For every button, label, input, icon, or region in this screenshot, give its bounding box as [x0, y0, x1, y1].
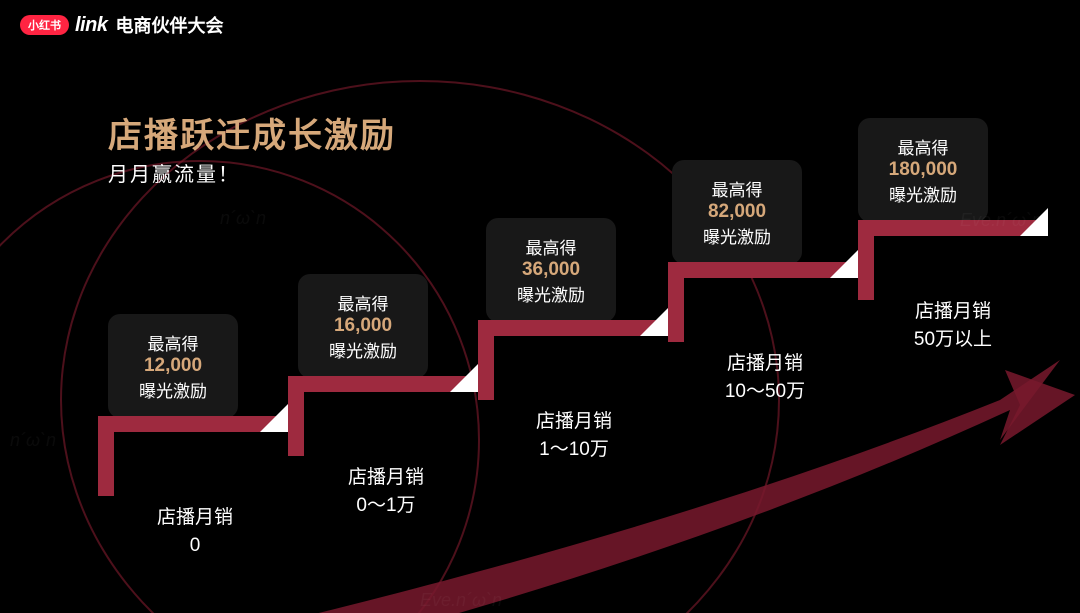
tier-line2: 0～1万	[326, 492, 446, 520]
reward-card-value: 180,000	[878, 159, 968, 181]
watermark: n´ω`n	[10, 430, 56, 451]
reward-card-line1: 最高得	[692, 176, 782, 201]
tier-line2: 50万以上	[888, 326, 1018, 354]
reward-card-line3: 曝光激励	[506, 281, 596, 306]
tier-line1: 店播月销	[514, 408, 634, 436]
tier-label-4: 店播月销50万以上	[888, 298, 1018, 353]
reward-card-line3: 曝光激励	[128, 377, 218, 402]
reward-card-0: 最高得12,000曝光激励	[108, 314, 238, 418]
tier-label-3: 店播月销10～50万	[700, 350, 830, 405]
reward-card-value: 12,000	[128, 355, 218, 377]
reward-card-line1: 最高得	[128, 330, 218, 355]
logo-pill: 小红书	[20, 15, 69, 35]
step-triangle-icon	[260, 404, 288, 432]
step-triangle-icon	[1020, 208, 1048, 236]
step-triangle-icon	[640, 308, 668, 336]
tier-line2: 10～50万	[700, 378, 830, 406]
reward-card-4: 最高得180,000曝光激励	[858, 118, 988, 222]
step-triangle-icon	[830, 250, 858, 278]
step-triangle-icon	[450, 364, 478, 392]
tier-label-0: 店播月销0	[140, 504, 250, 559]
reward-card-line1: 最高得	[506, 234, 596, 259]
reward-card-1: 最高得16,000曝光激励	[298, 274, 428, 378]
reward-card-value: 36,000	[506, 259, 596, 281]
tier-line2: 1～10万	[514, 436, 634, 464]
tier-line1: 店播月销	[888, 298, 1018, 326]
reward-card-line3: 曝光激励	[692, 223, 782, 248]
header-title: 电商伙伴大会	[115, 12, 223, 38]
page-subtitle: 月月赢流量！	[108, 158, 240, 187]
reward-card-value: 82,000	[692, 201, 782, 223]
reward-card-line3: 曝光激励	[318, 337, 408, 362]
reward-card-2: 最高得36,000曝光激励	[486, 218, 616, 322]
tier-line2: 0	[140, 532, 250, 560]
reward-card-line3: 曝光激励	[878, 181, 968, 206]
watermark: Eve.n´ω`n	[420, 590, 502, 611]
reward-card-3: 最高得82,000曝光激励	[672, 160, 802, 264]
reward-card-line1: 最高得	[318, 290, 408, 315]
watermark: n´ω`n	[220, 208, 266, 229]
logo-text: link	[75, 14, 107, 37]
tier-label-2: 店播月销1～10万	[514, 408, 634, 463]
tier-label-1: 店播月销0～1万	[326, 464, 446, 519]
tier-line1: 店播月销	[326, 464, 446, 492]
page-title: 店播跃迁成长激励	[108, 108, 396, 157]
tier-line1: 店播月销	[140, 504, 250, 532]
tier-line1: 店播月销	[700, 350, 830, 378]
reward-card-line1: 最高得	[878, 134, 968, 159]
reward-card-value: 16,000	[318, 315, 408, 337]
header: 小红书 link 电商伙伴大会	[20, 12, 223, 38]
